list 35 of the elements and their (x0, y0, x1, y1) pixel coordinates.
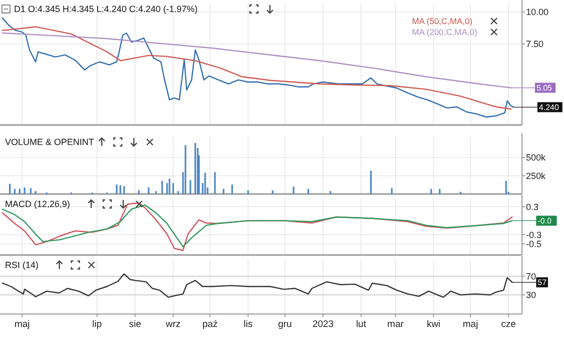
line-series (2, 26, 512, 110)
x-tick-label: kwi (426, 319, 440, 330)
x-tick-label: maj (462, 319, 478, 330)
annotation: 4.240 (538, 102, 560, 112)
line-series (2, 17, 514, 118)
annotation: 57 (538, 278, 548, 288)
y-tick-label: -0.5 (526, 239, 542, 250)
annotation: -0.0 (538, 216, 552, 226)
x-tick-label: gru (278, 319, 292, 330)
text: MA (200,C,MA,0) (412, 27, 478, 37)
y-tick-label: 500k (526, 152, 546, 163)
x-tick-label: lip (92, 319, 102, 330)
text: MA (50,C,MA,0) (412, 16, 473, 26)
y-tick-label: 70 (526, 271, 536, 282)
x-tick-label: mar (387, 319, 404, 330)
chart-title: MACD (12,26,9) (5, 199, 70, 209)
chart-title: D1 O:4.345 H:4.345 L:4.240 C:4.240 (-1.97%) (14, 4, 198, 14)
y-tick-label: -0.3 (526, 230, 542, 240)
x-tick-label: maj (14, 319, 30, 330)
y-tick-label: 0.3 (526, 202, 539, 212)
x-tick-label: sie (129, 319, 142, 330)
y-tick-label: 30 (526, 290, 536, 300)
x-tick-label: wrz (164, 319, 181, 330)
x-tick-label: cze (501, 319, 516, 330)
y-tick-label: 7.50 (526, 39, 544, 50)
x-tick-label: lut (356, 319, 366, 330)
chart-title: VOLUME & OPENINT (5, 137, 95, 147)
x-tick-label: 2023 (312, 319, 334, 330)
y-tick-label: 250k (526, 170, 546, 181)
y-tick-label: 10.00 (526, 7, 549, 18)
chart-title: RSI (14) (5, 260, 39, 270)
annotation: 5.05 (536, 84, 553, 93)
x-tick-label: lis (244, 319, 253, 330)
x-tick-label: paź (202, 319, 218, 330)
line-series (2, 273, 513, 298)
